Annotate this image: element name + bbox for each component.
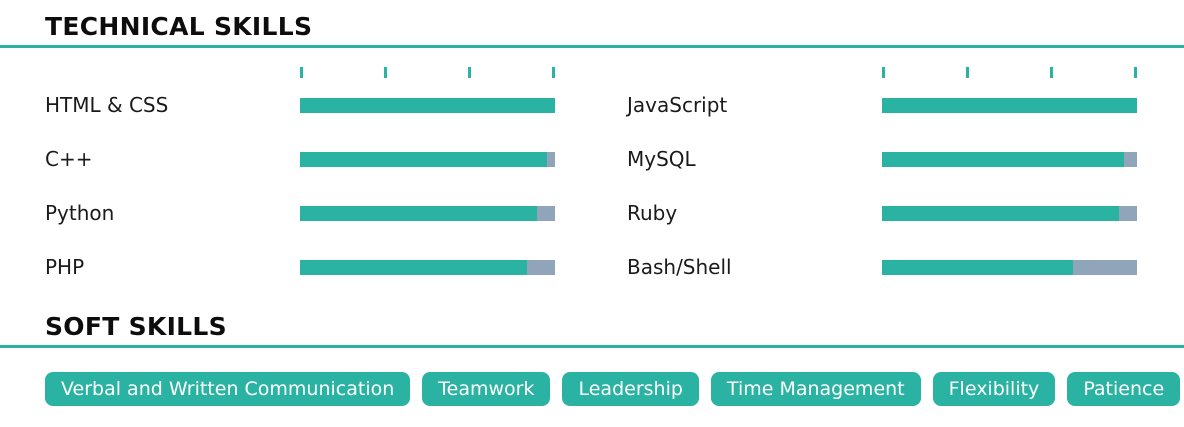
soft-skill-pill: Verbal and Written Communication: [45, 372, 411, 406]
soft-skill-pill: Teamwork: [422, 372, 551, 406]
section-divider-rule: [0, 345, 1184, 348]
skill-bar: [882, 151, 1137, 167]
bar-scale-ticks: [300, 67, 555, 78]
scale-tick: [552, 67, 555, 78]
skill-row: HTML & CSS: [45, 78, 555, 132]
skill-row: Python: [45, 186, 555, 240]
skill-bar: [300, 97, 555, 113]
soft-skill-pill: Flexibility: [932, 372, 1056, 406]
skill-bar-fill: [300, 97, 555, 113]
technical-skills-section: TECHNICAL SKILLS HTML & CSS C++ Python P…: [0, 12, 1184, 294]
skill-bar-fill: [882, 259, 1074, 275]
skill-bar-fill: [882, 205, 1120, 221]
skills-rows: HTML & CSS C++ Python PHP: [45, 78, 555, 294]
skills-column: HTML & CSS C++ Python PHP: [45, 48, 555, 294]
skill-row: Ruby: [627, 186, 1137, 240]
bar-scale-ticks: [882, 67, 1137, 78]
scale-tick: [300, 67, 303, 78]
skill-row: MySQL: [627, 132, 1137, 186]
skills-column: JavaScript MySQL Ruby Bash/Shell: [627, 48, 1137, 294]
skill-label: Python: [45, 201, 115, 225]
soft-skill-pill: Patience: [1067, 372, 1181, 406]
skill-bar: [300, 259, 555, 275]
section-divider-rule: [0, 45, 1184, 48]
skill-label: C++: [45, 147, 93, 171]
soft-skill-pill: Time Management: [710, 372, 921, 406]
scale-tick: [966, 67, 969, 78]
skill-label: HTML & CSS: [45, 93, 169, 117]
soft-skills-list: Verbal and Written Communication Teamwork…: [45, 372, 1181, 406]
technical-skills-grid: HTML & CSS C++ Python PHP JavaScript MyS…: [45, 48, 1184, 294]
scale-tick: [384, 67, 387, 78]
soft-skills-title: SOFT SKILLS: [45, 312, 227, 341]
skill-row: C++: [45, 132, 555, 186]
skill-bar-fill: [300, 259, 527, 275]
skill-bar: [882, 97, 1137, 113]
skill-bar-fill: [882, 97, 1137, 113]
skill-label: JavaScript: [627, 93, 728, 117]
skill-bar: [882, 205, 1137, 221]
soft-skill-pill: Leadership: [562, 372, 699, 406]
skill-bar: [882, 259, 1137, 275]
scale-tick: [1134, 67, 1137, 78]
scale-tick: [882, 67, 885, 78]
scale-tick: [468, 67, 471, 78]
skill-bar-fill: [300, 151, 548, 167]
skill-label: MySQL: [627, 147, 696, 171]
skill-row: Bash/Shell: [627, 240, 1137, 294]
skill-bar: [300, 151, 555, 167]
technical-skills-title: TECHNICAL SKILLS: [45, 12, 313, 41]
skill-label: PHP: [45, 255, 85, 279]
skill-label: Ruby: [627, 201, 678, 225]
skill-label: Bash/Shell: [627, 255, 732, 279]
skill-bar-fill: [882, 151, 1125, 167]
skills-rows: JavaScript MySQL Ruby Bash/Shell: [627, 78, 1137, 294]
scale-tick: [1050, 67, 1053, 78]
skill-row: PHP: [45, 240, 555, 294]
skill-bar: [300, 205, 555, 221]
soft-skills-section: SOFT SKILLS Verbal and Written Communica…: [0, 312, 1184, 406]
skill-bar-fill: [300, 205, 538, 221]
skill-row: JavaScript: [627, 78, 1137, 132]
